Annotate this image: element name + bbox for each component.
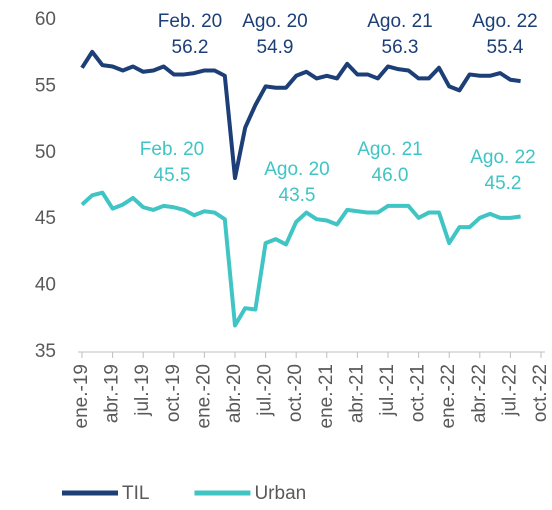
y-tick-label: 50 [35,142,56,163]
x-tick-label: abr.-21 [346,364,367,423]
y-tick-label: 55 [35,75,56,96]
x-tick-label: jul.-22 [499,364,520,417]
annotation: Feb. 20 [158,11,222,32]
series-line [80,190,521,328]
annotation: Ago. 20 [264,159,330,180]
y-tick-label: 45 [35,208,56,229]
annotation: 55.4 [487,37,524,58]
annotation: 43.5 [279,185,316,206]
annotation: 45.2 [485,173,522,194]
annotation: 54.9 [257,37,294,58]
series-line [80,49,521,181]
annotation: Ago. 21 [367,11,433,32]
x-tick-label: abr.-19 [102,364,123,423]
x-tick-label: abr.-20 [224,364,245,423]
legend-label: Urban [254,483,306,504]
annotation: Feb. 20 [140,139,204,160]
x-tick-label: jul.-21 [377,364,398,417]
x-tick-label: abr.-22 [469,364,490,423]
y-tick-label: 60 [35,9,56,30]
x-tick-label: ene.-22 [438,364,459,428]
y-tick-label: 40 [35,275,56,296]
annotation: Ago. 22 [470,147,536,168]
x-tick-label: ene.-21 [316,364,337,428]
x-tick-label: oct.-21 [408,364,429,422]
annotation: 56.3 [382,37,419,58]
x-tick-label: oct.-22 [530,364,551,422]
x-tick-label: jul.-20 [255,364,276,417]
y-tick-label: 35 [35,341,56,362]
annotation: Ago. 22 [472,11,538,32]
annotation: 46.0 [372,165,409,186]
x-tick-label: jul.-19 [132,364,153,417]
x-tick-label: ene.-20 [193,364,214,428]
annotation: Ago. 20 [242,11,308,32]
annotation: Ago. 21 [357,139,423,160]
x-tick-label: oct.-20 [285,364,306,422]
legend-label: TIL [122,483,149,504]
annotation: 45.5 [154,165,191,186]
annotation: 56.2 [172,37,209,58]
x-tick-label: ene.-19 [71,364,92,428]
x-tick-label: oct.-19 [163,364,184,422]
